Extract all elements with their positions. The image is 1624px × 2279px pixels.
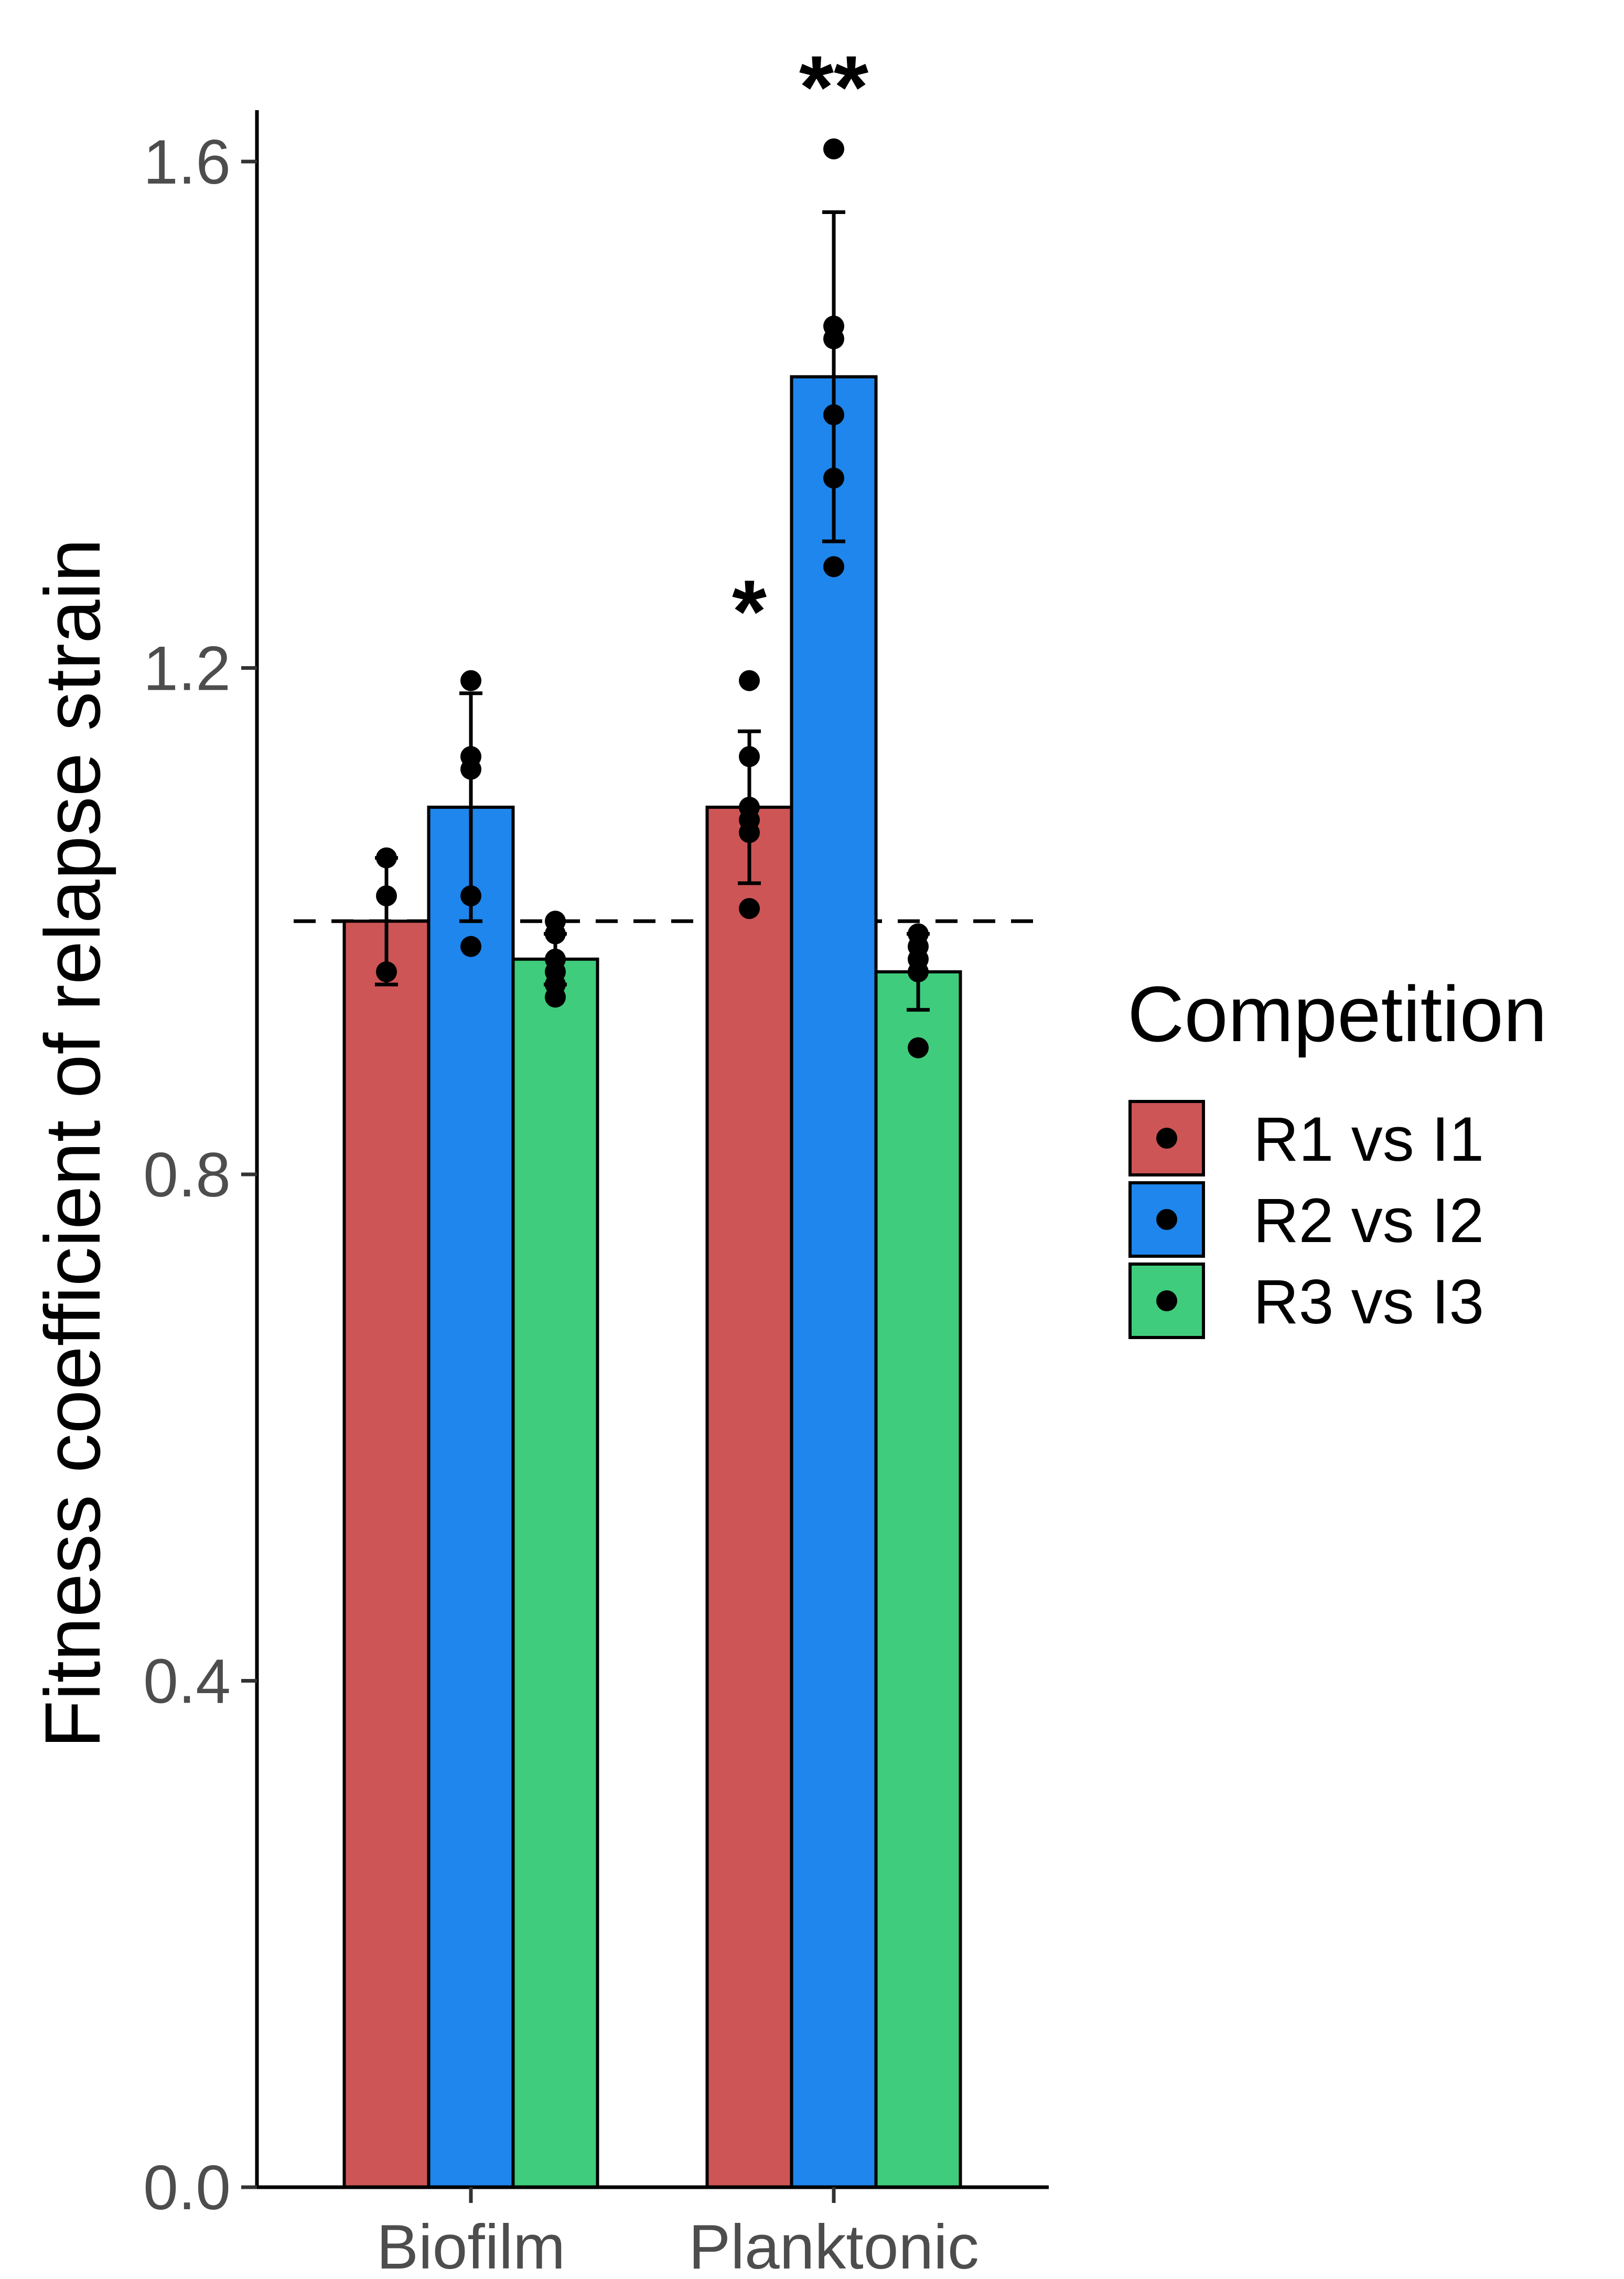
data-point bbox=[823, 556, 844, 577]
data-point bbox=[823, 404, 844, 425]
legend-label: R1 vs I1 bbox=[1253, 1104, 1484, 1174]
bar bbox=[511, 957, 599, 2189]
data-point bbox=[460, 670, 481, 691]
data-point bbox=[460, 758, 481, 780]
data-point bbox=[739, 822, 760, 843]
tick-labels-layer: 0.0 0.4 0.8 1.2 1.6 Biofilm Planktonic bbox=[143, 127, 979, 2279]
bar bbox=[427, 806, 515, 2189]
data-point bbox=[823, 328, 844, 349]
data-point bbox=[545, 987, 566, 1008]
x-tick-label: Biofilm bbox=[377, 2212, 565, 2279]
data-point bbox=[908, 1037, 929, 1058]
legend-label: R2 vs I2 bbox=[1253, 1185, 1484, 1256]
significance-label: ** bbox=[799, 38, 868, 137]
legend-point bbox=[1156, 1128, 1177, 1149]
legend-swatch bbox=[1128, 1262, 1205, 1339]
legend-point bbox=[1156, 1209, 1177, 1230]
bar bbox=[874, 970, 962, 2189]
data-point bbox=[460, 936, 481, 957]
y-tick-label: 0.0 bbox=[143, 2153, 231, 2223]
x-tick-label: Planktonic bbox=[689, 2212, 979, 2279]
data-point bbox=[739, 746, 760, 767]
bars-layer bbox=[342, 375, 962, 2189]
data-point bbox=[376, 847, 397, 869]
data-point bbox=[376, 885, 397, 906]
legend-point bbox=[1156, 1290, 1177, 1311]
data-point bbox=[823, 467, 844, 489]
bar bbox=[705, 806, 793, 2189]
bar bbox=[342, 919, 431, 2189]
data-point bbox=[739, 670, 760, 691]
data-point bbox=[823, 138, 844, 159]
axes-layer bbox=[241, 110, 1049, 2203]
y-axis-title: Fitness coefficient of relapse strain bbox=[28, 539, 116, 1749]
significance-layer: *** bbox=[732, 38, 868, 662]
data-points-layer bbox=[376, 138, 929, 1058]
y-tick-label: 0.4 bbox=[143, 1646, 231, 1717]
legend-title: Competition bbox=[1127, 970, 1547, 1058]
data-point bbox=[908, 961, 929, 982]
y-tick-label: 0.8 bbox=[143, 1140, 231, 1210]
legend-label: R3 vs I3 bbox=[1253, 1267, 1484, 1337]
significance-label: * bbox=[732, 562, 767, 661]
bar bbox=[790, 375, 878, 2189]
data-point bbox=[739, 898, 760, 919]
data-point bbox=[376, 961, 397, 982]
data-point bbox=[545, 923, 566, 945]
data-point bbox=[460, 885, 481, 906]
y-tick-label: 1.2 bbox=[143, 634, 231, 704]
legend-swatch bbox=[1128, 1100, 1205, 1176]
legend: Competition R1 vs I1 R2 vs I2 R3 vs I3 bbox=[1127, 970, 1547, 1339]
y-tick-label: 1.6 bbox=[143, 127, 231, 197]
